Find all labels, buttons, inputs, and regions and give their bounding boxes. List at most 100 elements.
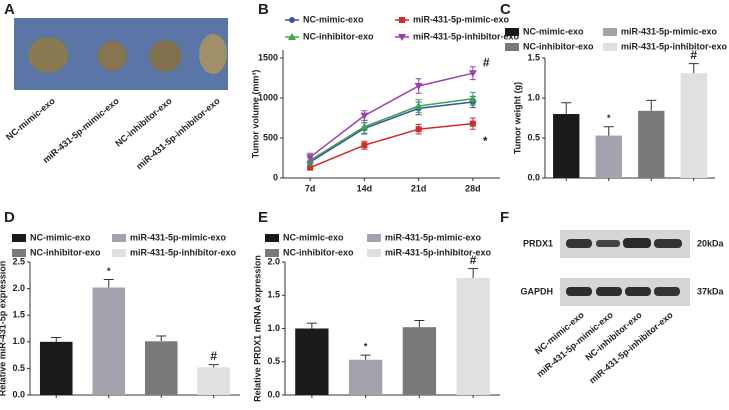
blot-image	[560, 230, 690, 306]
error-bar	[306, 322, 317, 329]
error-bar	[414, 320, 425, 328]
legend-label: miR-431-5p-mimic-exo	[621, 26, 718, 36]
annotation: #	[210, 349, 217, 363]
y-tick-label: 500	[263, 132, 278, 142]
y-tick-label: 2.5	[12, 256, 25, 266]
legend-swatch	[505, 43, 519, 51]
annotation: *	[107, 266, 111, 276]
x-tick-label: 14d	[357, 183, 373, 193]
panel-label: D	[4, 209, 15, 226]
legend-marker	[399, 17, 405, 23]
y-tick-label: 2.0	[267, 256, 280, 266]
point	[307, 164, 314, 171]
annotation: *	[364, 341, 368, 351]
legend-label: miR-431-5p-inhibitor-exo	[621, 41, 728, 51]
point	[468, 94, 477, 102]
y-tick-label: 0.0	[12, 389, 25, 399]
legend-swatch	[367, 249, 381, 257]
blot-protein: GAPDH	[520, 286, 553, 296]
panel-label: A	[4, 1, 15, 18]
bar	[39, 341, 73, 395]
y-tick-label: 1.0	[267, 323, 280, 333]
bar	[680, 73, 707, 178]
bar	[295, 328, 329, 395]
error-bar	[688, 63, 699, 74]
annotation: #	[470, 253, 477, 267]
legend-label: miR-431-5p-inhibitor-exo	[413, 31, 520, 41]
legend-swatch	[505, 28, 519, 36]
point	[414, 102, 423, 109]
panel-label: E	[258, 209, 268, 226]
legend-swatch	[367, 234, 381, 242]
legend-swatch	[12, 234, 26, 242]
panel-label: B	[258, 1, 269, 18]
y-tick-label: 0.0	[267, 389, 280, 399]
annotation: *	[483, 134, 488, 148]
legend-swatch	[12, 249, 26, 257]
line	[309, 101, 473, 163]
error-bar	[603, 126, 614, 136]
legend-label: miR-431-5p-mimic-exo	[413, 14, 510, 24]
panel-label: F	[500, 209, 509, 226]
point	[468, 70, 477, 78]
y-tick-label: 0.0	[527, 172, 540, 182]
x-tick-label: 21d	[411, 183, 427, 193]
bar	[456, 277, 490, 395]
blot-protein: PRDX1	[523, 238, 553, 248]
point	[469, 120, 476, 127]
legend-label: NC-inhibitor-exo	[303, 31, 374, 41]
y-tick-label: 1000	[258, 92, 278, 102]
legend-label: miR-431-5p-mimic-exo	[130, 232, 227, 242]
annotation: *	[607, 113, 611, 123]
legend-label: NC-inhibitor-exo	[523, 41, 594, 51]
legend-label: NC-mimic-exo	[303, 14, 364, 24]
point	[306, 154, 315, 162]
error-bar	[468, 268, 479, 278]
y-axis-label: Relative miR-431-5p expression	[0, 261, 7, 397]
blot-size: 20kDa	[697, 238, 725, 248]
y-tick-label: 0	[273, 172, 278, 182]
error-bar	[208, 364, 219, 368]
y-axis-label: Tumor volume (mm³)	[250, 70, 260, 159]
lane-label: NC-mimic-exo	[533, 309, 586, 356]
error-bar	[103, 279, 114, 288]
y-axis-label: Tumor weight (g)	[512, 82, 522, 154]
legend-label: NC-mimic-exo	[30, 232, 91, 242]
panel-label: C	[500, 1, 511, 18]
error-bar	[561, 102, 572, 114]
bar	[197, 367, 231, 395]
annotation: #	[690, 48, 697, 62]
y-tick-label: 1.0	[527, 92, 540, 102]
tumor-photo	[14, 18, 228, 90]
point	[360, 122, 369, 130]
legend-swatch	[603, 28, 617, 36]
x-tick-label: 28d	[465, 183, 481, 193]
y-tick-label: 0.5	[12, 363, 25, 373]
line	[309, 98, 473, 162]
y-tick-label: 1.0	[12, 336, 25, 346]
legend-label: miR-431-5p-inhibitor-exo	[130, 247, 237, 257]
point	[414, 83, 423, 90]
legend-swatch	[265, 234, 279, 242]
bar	[638, 110, 665, 178]
point	[360, 112, 369, 120]
photo-label: miR-431-5p-inhibitor-exo	[134, 95, 222, 171]
legend-swatch	[112, 234, 126, 242]
legend-swatch	[603, 43, 617, 51]
y-tick-label: 1.5	[12, 310, 25, 320]
bar	[92, 287, 126, 395]
legend-label: NC-inhibitor-exo	[30, 247, 101, 257]
y-tick-label: 1.5	[267, 290, 280, 300]
bar	[144, 341, 178, 395]
point	[415, 126, 422, 133]
error-bar	[360, 354, 371, 360]
error-bar	[51, 337, 62, 342]
y-tick-label: 1500	[258, 52, 278, 62]
photo-label: NC-mimic-exo	[4, 95, 57, 142]
legend-label: miR-431-5p-mimic-exo	[385, 232, 482, 242]
y-tick-label: 0.5	[527, 132, 540, 142]
legend-label: NC-mimic-exo	[283, 232, 344, 242]
line	[309, 122, 473, 169]
y-axis-label: Relative PRDX1 mRNA expression	[252, 255, 262, 402]
